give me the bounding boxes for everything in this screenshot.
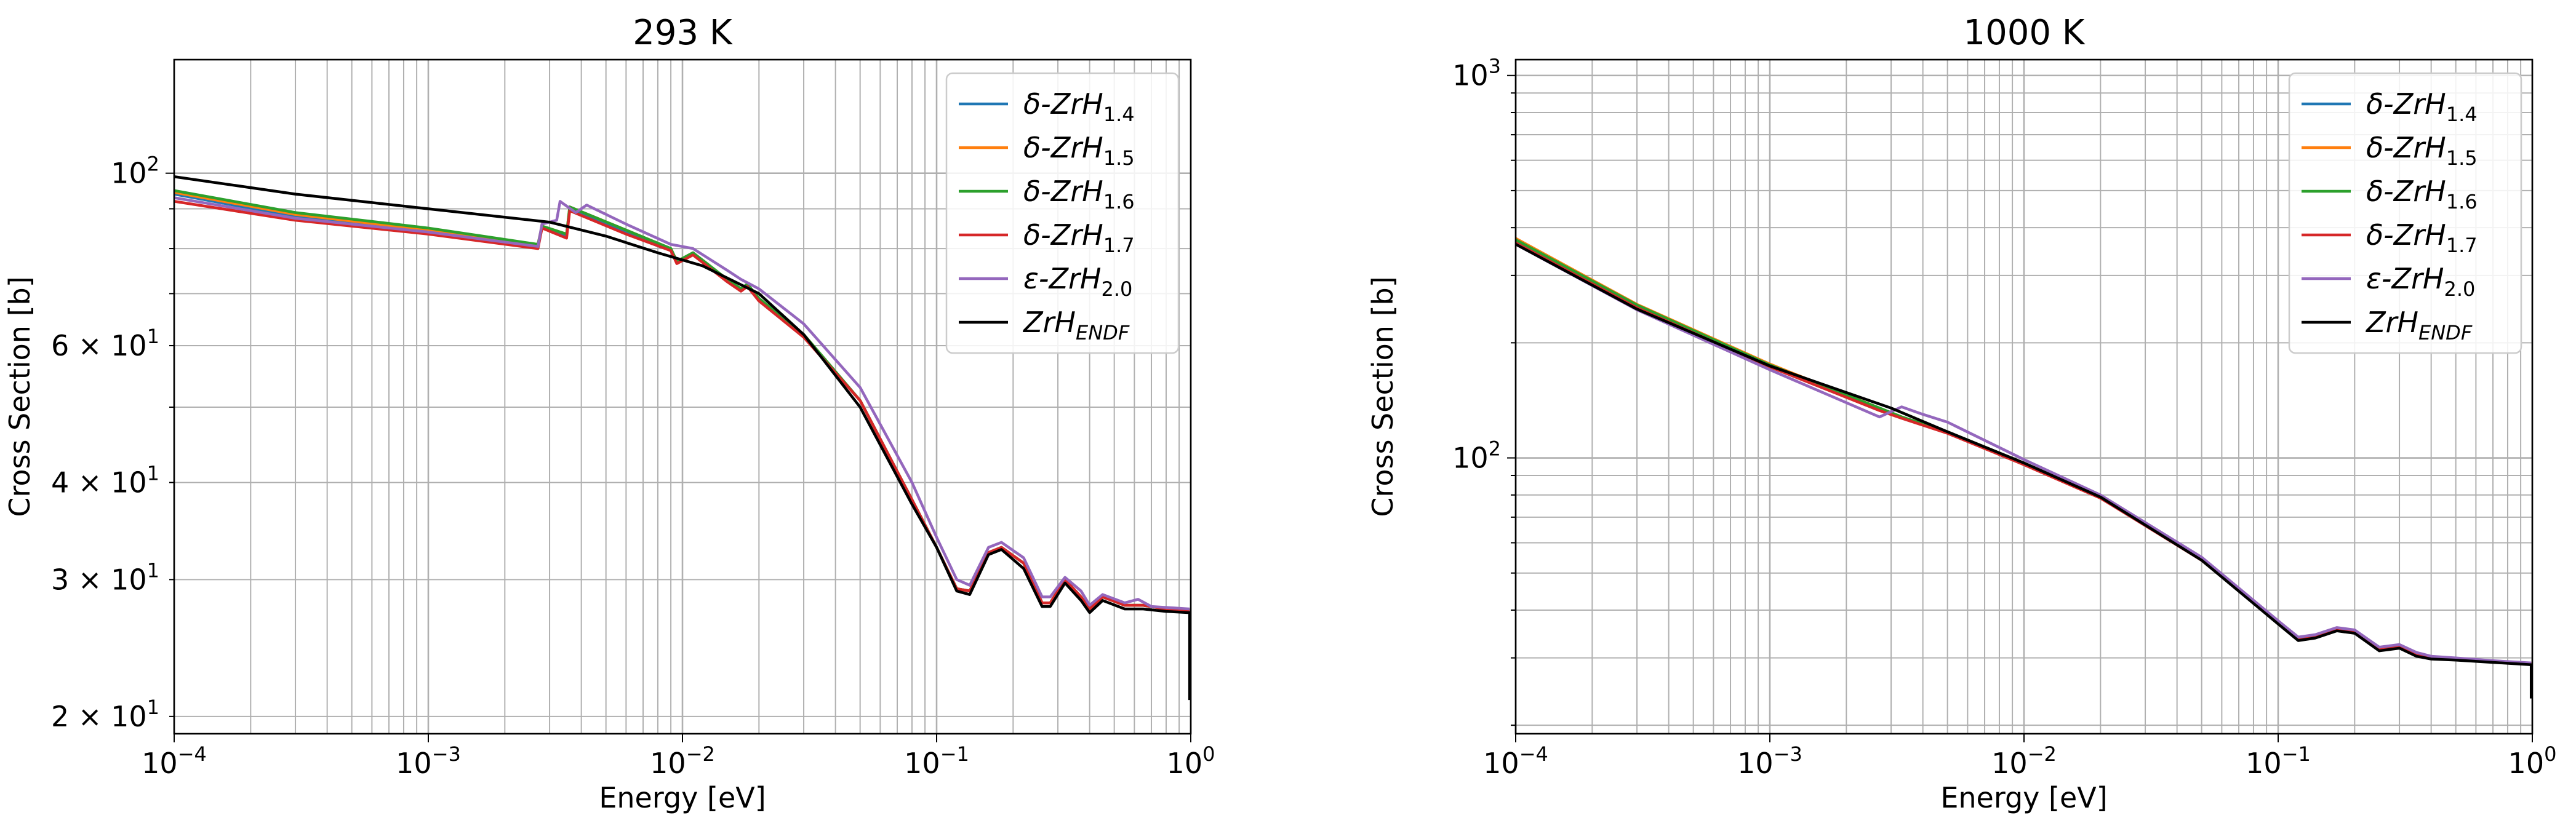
legend-entry: ε-ZrH2.0 (1023, 262, 1132, 301)
chart-title: 293 K (633, 13, 733, 53)
legend-box (2288, 72, 2522, 354)
x-tick-label: 10−1 (904, 742, 969, 780)
y-tick-label: 4 × 101 (51, 461, 159, 499)
chart-panel-1: 10−4 10−3 10−2 10−1 100 2 × 101 3 × 101 4 × 101… (3, 13, 1215, 814)
legend-entry: ZrHENDF (2365, 306, 2473, 344)
x-tick-label: 10−2 (1991, 742, 2057, 780)
y-tick-label: 102 (111, 153, 159, 190)
legend-entry: δ-ZrH1.4 (2366, 87, 2478, 126)
legend: δ-ZrH1.4 δ-ZrH1.5 δ-ZrH1.6 δ-ZrH1.7 ε-ZrH2.0… (945, 72, 1180, 354)
series-line-zrh-1-7 (174, 200, 1190, 612)
series-line-zrh-endf (1516, 243, 2532, 699)
legend-entry: ε-ZrH2.0 (2366, 262, 2475, 301)
x-tick-label: 100 (2508, 742, 2557, 780)
grid-lines (166, 60, 1192, 742)
y-tick-label: 6 × 101 (51, 325, 159, 362)
x-axis-label: Energy [eV] (599, 781, 766, 814)
series-lines (1516, 237, 2532, 699)
y-axis-label: Cross Section [b] (1366, 276, 1399, 517)
x-tick-label: 10−3 (1737, 742, 1802, 780)
y-axis-label: Cross Section [b] (3, 276, 36, 517)
legend-entry: δ-ZrH1.6 (1023, 175, 1135, 213)
x-tick-label: 10−3 (396, 742, 461, 780)
x-tick-label: 10−4 (1483, 742, 1548, 780)
legend-entry: δ-ZrH1.6 (2366, 175, 2478, 213)
series-lines (174, 175, 1191, 701)
series-line-zrh-2-0 (174, 196, 1190, 611)
x-axis-label: Energy [eV] (1940, 781, 2107, 814)
legend-entry: δ-ZrH1.4 (1023, 87, 1135, 126)
x-tick-label: 10−2 (650, 742, 715, 780)
x-tick-label: 10−1 (2246, 742, 2311, 780)
x-tick-label: 100 (1167, 742, 1215, 780)
y-tick-label: 102 (1452, 437, 1501, 475)
legend-entry: δ-ZrH1.5 (1023, 131, 1135, 170)
legend-entry: δ-ZrH1.7 (2366, 218, 2478, 257)
legend-box (945, 72, 1180, 354)
plot-frame (173, 58, 1192, 735)
series-line-zrh-endf (174, 175, 1191, 701)
legend-entry: ZrHENDF (1022, 306, 1130, 344)
chart-title: 1000 K (1963, 13, 2085, 53)
plot-frame (1514, 58, 2534, 735)
legend-entry: δ-ZrH1.5 (2366, 131, 2478, 170)
y-tick-label: 103 (1452, 55, 1501, 92)
legend-entry: δ-ZrH1.7 (1023, 218, 1135, 257)
legend: δ-ZrH1.4 δ-ZrH1.5 δ-ZrH1.6 δ-ZrH1.7 ε-ZrH2.0… (2288, 72, 2522, 354)
x-tick-label: 10−4 (142, 742, 207, 780)
chart-panel-2: 10−4 10−3 10−2 10−1 100 102 103 1000 K Energy [e… (1366, 13, 2556, 814)
y-tick-label: 3 × 101 (51, 558, 159, 596)
y-tick-label: 2 × 101 (51, 696, 159, 733)
series-line-zrh-2-0 (1516, 243, 2532, 665)
